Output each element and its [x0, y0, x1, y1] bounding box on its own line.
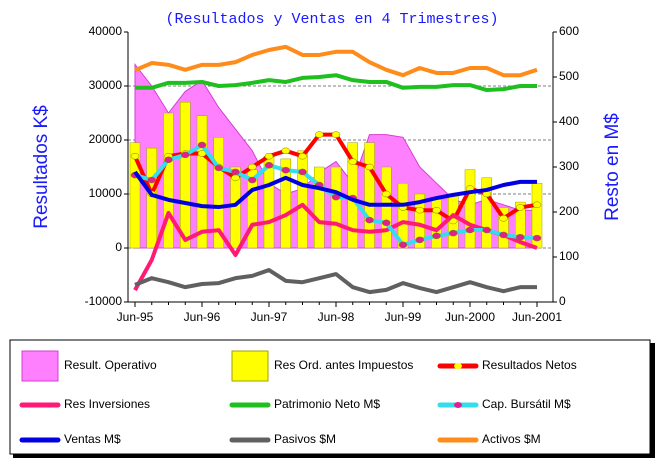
- bar: [464, 169, 476, 249]
- marker: [415, 206, 424, 214]
- y-tick-label: 30000: [89, 78, 123, 92]
- marker: [499, 231, 508, 239]
- bar: [515, 201, 526, 249]
- marker: [516, 204, 525, 211]
- y-tick-label: 0: [115, 240, 122, 254]
- legend-marker: [454, 402, 462, 408]
- bar: [431, 199, 442, 249]
- marker: [382, 219, 391, 227]
- marker: [214, 164, 223, 172]
- y-tick-label: 20000: [89, 132, 123, 146]
- marker: [432, 232, 441, 240]
- marker: [499, 215, 508, 222]
- x-tick-label: Jun-98: [318, 310, 355, 324]
- marker: [264, 152, 274, 160]
- marker: [382, 190, 391, 198]
- x-tick-label: Jun-97: [251, 310, 288, 324]
- bar: [481, 177, 492, 249]
- marker: [532, 234, 542, 242]
- marker: [482, 226, 491, 234]
- line: [133, 170, 537, 210]
- marker: [281, 147, 290, 155]
- bar: [280, 158, 291, 249]
- bar: [498, 207, 509, 249]
- line: [133, 202, 538, 292]
- y2-tick-label: 0: [559, 294, 566, 308]
- marker: [197, 141, 207, 149]
- marker: [147, 176, 156, 184]
- legend-label: Cap. Bursátil M$: [482, 397, 571, 411]
- bar: [314, 166, 325, 249]
- marker: [516, 233, 525, 241]
- legend-label: Activos $M: [482, 432, 541, 446]
- marker: [231, 168, 240, 176]
- marker: [415, 236, 424, 244]
- bar: [196, 115, 208, 249]
- legend-label: Res Ord. antes Impuestos: [274, 358, 413, 372]
- legend-swatch: [231, 350, 269, 382]
- bar: [163, 112, 174, 249]
- legend-label: Pasivos $M: [274, 432, 336, 446]
- y2-tick-label: 100: [559, 249, 579, 263]
- marker: [365, 216, 374, 224]
- bar: [330, 166, 342, 249]
- marker: [465, 226, 475, 234]
- x-tick-label: Jun-96: [184, 310, 221, 324]
- marker: [298, 168, 307, 176]
- y-tick-label: 10000: [89, 186, 123, 200]
- bar: [146, 147, 157, 249]
- marker: [164, 156, 173, 164]
- marker: [331, 131, 341, 138]
- y2-tick-label: 500: [559, 69, 579, 83]
- legend-label: Ventas M$: [64, 432, 121, 446]
- bar: [180, 101, 191, 249]
- bar: [297, 150, 308, 249]
- marker: [298, 152, 307, 160]
- marker: [432, 206, 441, 214]
- bar: [213, 137, 224, 249]
- marker: [181, 151, 190, 159]
- bar: [414, 193, 425, 249]
- y-tick-label: -10000: [85, 294, 123, 308]
- legend: [9, 339, 651, 455]
- marker: [231, 174, 240, 182]
- bar: [364, 142, 375, 249]
- marker: [248, 163, 257, 171]
- legend-label: Patrimonio Neto M$: [274, 397, 380, 411]
- y2-tick-label: 400: [559, 114, 579, 128]
- bar: [230, 166, 241, 249]
- marker: [532, 201, 542, 209]
- bar: [381, 166, 392, 249]
- x-tick-label: Jun-99: [385, 310, 422, 324]
- marker: [348, 158, 357, 165]
- y2-tick-label: 200: [559, 204, 579, 218]
- y2-axis-label: Resto en M$: [602, 113, 623, 221]
- x-tick-label: Jun-95: [117, 310, 154, 324]
- marker: [264, 161, 274, 169]
- legend-label: Resultados Netos: [482, 358, 577, 372]
- bar: [129, 142, 141, 249]
- line: [134, 44, 538, 78]
- line: [135, 73, 537, 93]
- marker: [365, 163, 374, 171]
- y2-tick-label: 300: [559, 159, 579, 173]
- marker: [315, 131, 324, 138]
- legend-label: Result. Operativo: [64, 358, 157, 372]
- marker: [130, 152, 140, 160]
- marker: [281, 166, 290, 174]
- y-tick-label: 40000: [89, 24, 123, 38]
- legend-marker: [454, 363, 462, 369]
- marker: [449, 229, 458, 237]
- x-tick-label: Jun-2000: [445, 310, 495, 324]
- chart-subtitle: (Resultados y Ventas en 4 Trimestres): [165, 11, 498, 28]
- marker: [248, 176, 257, 184]
- marker: [398, 241, 408, 249]
- x-tick-label: Jun-2001: [512, 310, 562, 324]
- y2-tick-label: 600: [559, 24, 579, 38]
- line: [134, 268, 537, 295]
- y-axis-label: Resultados K$: [31, 105, 52, 229]
- legend-swatch: [21, 350, 59, 382]
- legend-label: Res Inversiones: [64, 397, 150, 411]
